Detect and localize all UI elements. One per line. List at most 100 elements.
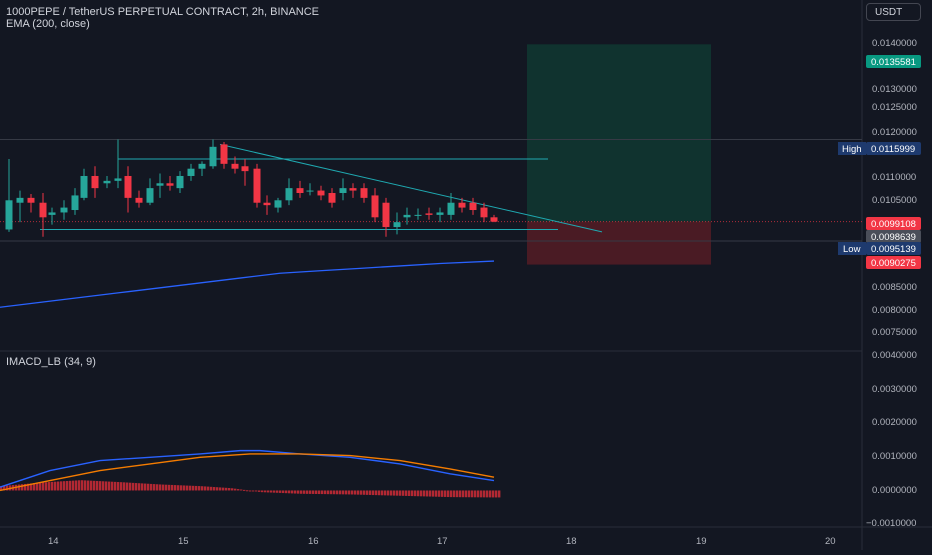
price-tick: 0.0120000	[872, 127, 917, 138]
macd-histogram-bar	[126, 482, 129, 491]
macd-histogram-bar	[138, 483, 141, 491]
candle-down	[480, 207, 488, 218]
macd-histogram-bar	[93, 480, 96, 491]
macd-histogram-bar	[387, 490, 390, 496]
candle-down	[135, 197, 143, 203]
macd-histogram-bar	[18, 484, 21, 491]
macd-histogram-bar	[309, 490, 312, 494]
macd-histogram-bar	[78, 480, 81, 491]
macd-histogram-bar	[174, 485, 177, 491]
macd-histogram-bar	[153, 484, 156, 491]
macd-histogram-bar	[57, 481, 60, 491]
candle-up	[209, 146, 217, 167]
symbol-title[interactable]: 1000PEPE / TetherUS PERPETUAL CONTRACT, …	[6, 6, 320, 18]
macd-histogram-bar	[264, 490, 267, 493]
macd-histogram-bar	[192, 485, 195, 491]
macd-histogram-bar	[27, 483, 30, 491]
macd-histogram-bar	[42, 482, 45, 491]
macd-histogram-bar	[375, 490, 378, 496]
low-price-label	[866, 242, 921, 255]
macd-histogram-bar	[60, 481, 63, 491]
macd-histogram-bar	[348, 490, 351, 495]
macd-histogram-bar	[222, 487, 225, 491]
target-price-text: 0.0135581	[871, 57, 916, 68]
candle-down	[349, 188, 357, 191]
candle-up	[80, 175, 88, 198]
price-axis[interactable]: 0.0140000 0.0130000 0.0125000 0.0120000 …	[838, 38, 921, 338]
time-tick: 18	[566, 536, 577, 547]
loss-zone	[527, 221, 711, 265]
macd-histogram-bar	[36, 482, 39, 491]
macd-histogram-bar	[324, 490, 327, 495]
macd-histogram-bar	[183, 485, 186, 491]
price-tick: 0.0110000	[872, 172, 916, 183]
macd-histogram-bar	[303, 490, 306, 494]
macd-histogram-bar	[147, 483, 150, 491]
macd-histogram-bar	[453, 490, 456, 498]
macd-histogram-bar	[333, 490, 336, 495]
macd-histogram-bar	[84, 480, 87, 491]
macd-tick: 0.0010000	[872, 451, 917, 462]
drawing-layer[interactable]	[0, 139, 862, 242]
macd-histogram-bar	[471, 490, 474, 498]
macd-histogram-bar	[420, 490, 423, 497]
candle-up	[339, 188, 347, 194]
macd-histogram-bar	[255, 490, 258, 492]
candle-down	[490, 217, 498, 222]
macd-histogram-bar	[159, 484, 162, 491]
macd-histogram-bar	[219, 487, 222, 491]
target-price-label	[866, 55, 921, 68]
macd-histogram-bar	[495, 490, 498, 498]
time-tick: 14	[48, 536, 59, 547]
candle-up	[414, 214, 422, 216]
macd-histogram-bar	[90, 480, 93, 491]
macd-histogram-bar	[399, 490, 402, 496]
candle-down	[166, 183, 174, 186]
macd-histogram-bar	[360, 490, 363, 495]
macd-histogram-bar	[378, 490, 381, 496]
macd-histogram-bar	[285, 490, 288, 494]
currency-button[interactable]: USDT	[866, 3, 921, 21]
candles	[5, 139, 498, 237]
macd-histogram-bar	[72, 480, 75, 491]
macd-histogram-bar	[96, 480, 99, 491]
macd-histogram-bar	[426, 490, 429, 497]
macd-histogram-bar	[480, 490, 483, 498]
candle-down	[296, 188, 304, 194]
macd-axis[interactable]: 0.0040000 0.0030000 0.0020000 0.0010000 …	[866, 350, 917, 529]
macd-histogram-bar	[189, 485, 192, 491]
macd-histogram-bar	[144, 483, 147, 491]
macd-histogram-bar	[339, 490, 342, 495]
price-tick: 0.0130000	[872, 84, 917, 95]
macd-histogram-bar	[315, 490, 318, 494]
macd-histogram-bar	[270, 490, 273, 493]
macd-histogram-bar	[321, 490, 324, 495]
macd-tick: 0.0030000	[872, 384, 917, 395]
price-tick: 0.0140000	[872, 38, 917, 49]
macd-histogram-bar	[0, 486, 3, 491]
macd-indicator-label[interactable]: IMACD_LB (34, 9)	[6, 356, 96, 368]
macd-histogram-bar	[483, 490, 486, 498]
macd-histogram-bar	[225, 487, 228, 491]
long-position-tool[interactable]	[527, 44, 711, 265]
candle-down	[425, 213, 433, 215]
macd-histogram-bar	[108, 481, 111, 491]
macd-histogram-bar	[207, 486, 210, 491]
macd-histogram-bar	[276, 490, 279, 493]
ema-indicator-label[interactable]: EMA (200, close)	[6, 18, 90, 30]
time-tick: 20	[825, 536, 836, 547]
macd-histogram-bar	[234, 488, 237, 491]
price-tick: 0.0125000	[872, 102, 917, 113]
high-price-text: 0.0115999	[871, 144, 915, 155]
macd-histogram-bar	[369, 490, 372, 495]
candle-up	[16, 197, 24, 203]
macd-histogram-bar	[150, 483, 153, 491]
time-axis[interactable]: 14 15 16 17 18 19 20	[48, 536, 836, 547]
macd-histogram-bar	[114, 481, 117, 491]
macd-histogram-bar	[261, 490, 264, 493]
macd-histogram-bar	[489, 490, 492, 498]
macd-histogram-bar	[291, 490, 294, 494]
time-tick: 19	[696, 536, 707, 547]
